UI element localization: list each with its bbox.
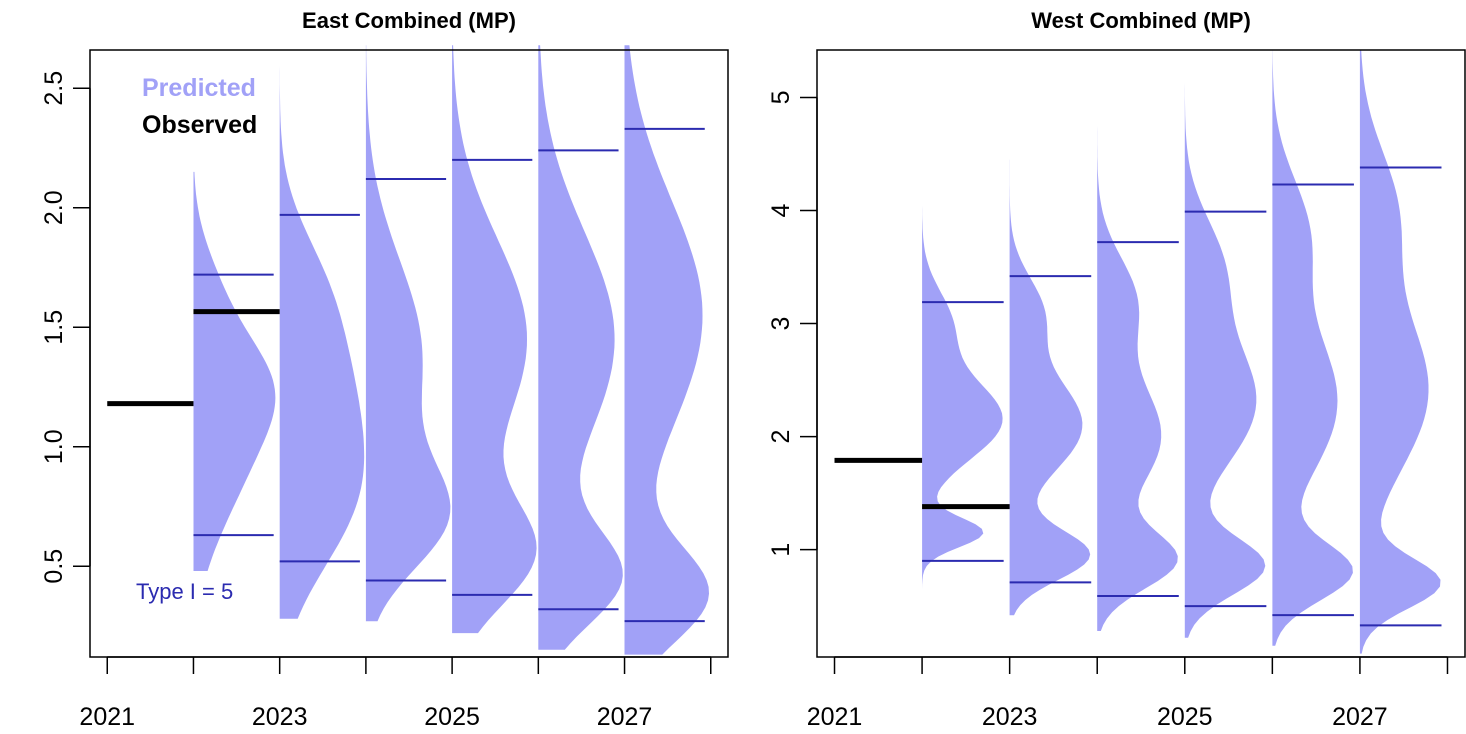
y-tick-label: 0.5 <box>40 549 68 584</box>
y-tick-label: 3 <box>767 317 795 331</box>
predicted-distribution-2025 <box>452 45 537 634</box>
predicted-distribution-2026 <box>538 45 623 650</box>
predicted-distribution-2024 <box>1097 69 1178 631</box>
predicted-distribution-2022 <box>193 171 276 571</box>
y-tick-label: 1.0 <box>40 429 68 464</box>
y-tick-label: 2.0 <box>40 190 68 225</box>
x-tick-label: 2027 <box>1332 703 1388 731</box>
predicted-distribution-2023 <box>279 59 365 619</box>
x-tick-label: 2025 <box>1157 703 1213 731</box>
y-tick-label: 4 <box>767 203 795 217</box>
y-tick-label: 1.5 <box>40 310 68 345</box>
predicted-distribution-2024 <box>365 45 451 622</box>
predicted-distribution-2027 <box>624 45 709 655</box>
y-tick-label: 1 <box>767 543 795 557</box>
predicted-distribution-2022 <box>922 182 1003 599</box>
x-tick-label: 2021 <box>79 703 135 731</box>
legend-observed-label: Observed <box>142 111 257 139</box>
panel-title: West Combined (MP) <box>1031 8 1251 33</box>
y-tick-label: 5 <box>767 91 795 105</box>
x-tick-label: 2025 <box>424 703 480 731</box>
x-tick-label: 2027 <box>597 703 653 731</box>
x-tick-label: 2023 <box>982 703 1038 731</box>
predicted-distribution-2026 <box>1272 50 1353 646</box>
y-tick-label: 2 <box>767 430 795 444</box>
east-combined-panel: East Combined (MP) 2021 2023 2025 2027 0.5 1.0… <box>40 8 729 731</box>
x-tick-label: 2021 <box>807 703 863 731</box>
west-combined-panel: West Combined (MP) 2021 2023 2025 2027 1 2 3 4 5 <box>767 8 1466 731</box>
predicted-distribution-2027 <box>1359 50 1441 654</box>
x-tick-label: 2023 <box>252 703 308 731</box>
predicted-distribution-2023 <box>1009 159 1091 616</box>
predicted-distribution-2025 <box>1184 50 1266 638</box>
legend-predicted-label: Predicted <box>142 74 256 102</box>
type-i-annotation: Type I = 5 <box>136 579 233 604</box>
y-tick-label: 2.5 <box>40 71 68 106</box>
panel-title: East Combined (MP) <box>302 8 516 33</box>
